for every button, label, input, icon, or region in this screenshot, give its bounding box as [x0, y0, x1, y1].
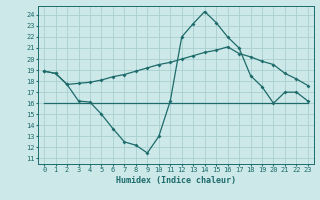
- X-axis label: Humidex (Indice chaleur): Humidex (Indice chaleur): [116, 176, 236, 185]
